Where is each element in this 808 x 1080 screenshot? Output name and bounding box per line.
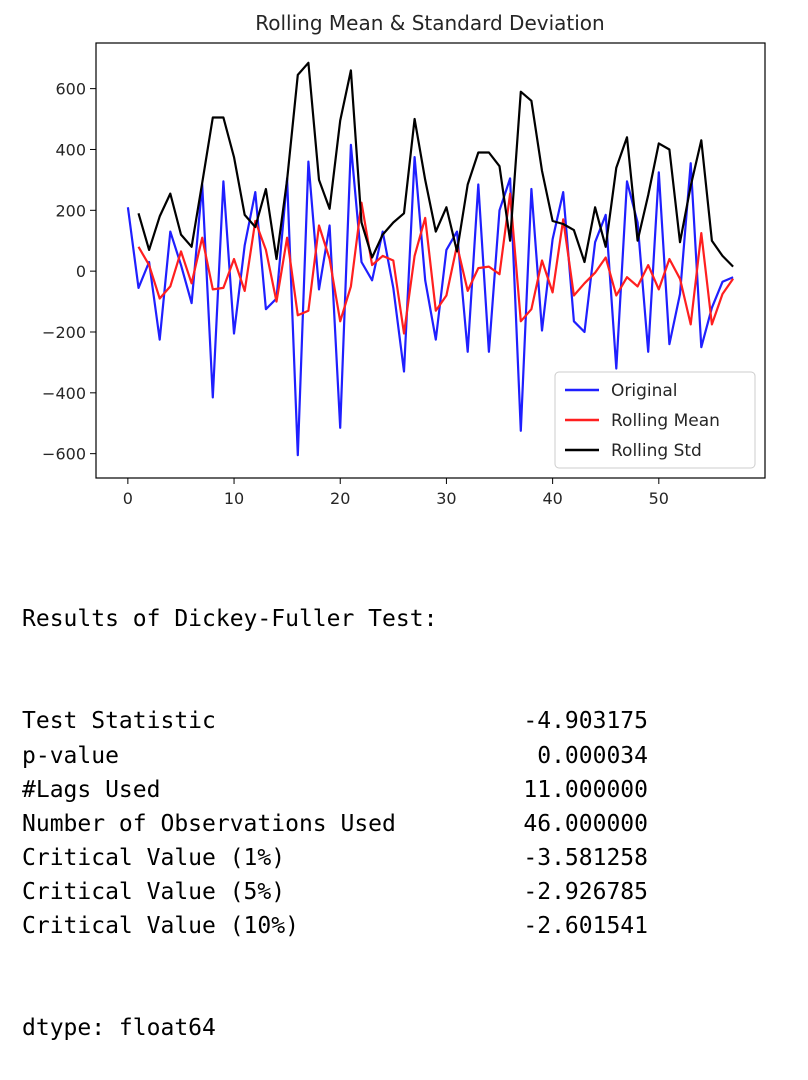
y-tick-label: 600 — [55, 80, 86, 99]
df-row: #Lags Used 11.000000 — [22, 773, 648, 807]
series-line-rolling-std — [137, 61, 734, 268]
df-row-label: Number of Observations Used — [22, 810, 396, 837]
df-row-value: -4.903175 — [523, 708, 648, 735]
series-layer — [126, 61, 735, 457]
df-row-value: 11.000000 — [523, 776, 648, 803]
df-row: p-value 0.000034 — [22, 739, 648, 773]
plot-area-border — [95, 42, 766, 479]
chart: Rolling Mean & Standard Deviation 0 10 20 3… — [0, 0, 808, 525]
df-row-value: 46.000000 — [523, 810, 648, 837]
x-tick-label: 30 — [436, 489, 456, 508]
legend-label: Original — [611, 381, 678, 401]
dickey-fuller-output: Results of Dickey-Fuller Test: Test Stat… — [22, 534, 648, 1080]
legend-label: Rolling Mean — [611, 411, 720, 431]
df-row-value: 0.000034 — [537, 742, 648, 769]
x-tick-label: 50 — [649, 489, 669, 508]
df-rows: Test Statistic -4.903175 p-value 0.000034 #L… — [22, 704, 648, 943]
y-tick-label: −200 — [42, 323, 86, 342]
y-tick-label: 0 — [76, 262, 86, 281]
df-row-value: -2.601541 — [523, 913, 648, 940]
chart-svg: Rolling Mean & Standard Deviation 0 10 20 3… — [42, 11, 766, 508]
df-row-label: Critical Value (10%) — [22, 913, 299, 940]
df-row: Critical Value (10%) -2.601541 — [22, 909, 648, 943]
x-tick-label: 0 — [123, 489, 133, 508]
y-tick-label: −400 — [42, 384, 86, 403]
ticks-layer: 0 10 20 30 40 50 −600 −400 −200 0 200 400 600 — [42, 80, 669, 508]
series-line-rolling-mean — [137, 192, 735, 335]
axes-frame — [95, 42, 766, 479]
df-row: Number of Observations Used 46.000000 — [22, 807, 648, 841]
legend: Original Rolling Mean Rolling Std — [554, 371, 756, 469]
series-line-original — [126, 143, 734, 457]
x-tick-label: 20 — [330, 489, 350, 508]
y-tick-label: −600 — [42, 445, 86, 464]
df-row-value: -2.926785 — [523, 878, 648, 905]
df-row-label: #Lags Used — [22, 776, 161, 803]
x-tick-label: 10 — [224, 489, 244, 508]
y-tick-label: 400 — [55, 140, 86, 159]
legend-label: Rolling Std — [611, 441, 702, 461]
x-tick-label: 40 — [542, 489, 562, 508]
df-row: Critical Value (5%) -2.926785 — [22, 875, 648, 909]
legend-box — [554, 371, 756, 469]
y-tick-label: 200 — [55, 201, 86, 220]
df-row-label: Critical Value (5%) — [22, 878, 286, 905]
chart-title: Rolling Mean & Standard Deviation — [255, 11, 604, 35]
df-dtype: dtype: float64 — [22, 1015, 216, 1042]
df-row: Test Statistic -4.903175 — [22, 704, 648, 738]
df-heading: Results of Dickey-Fuller Test: — [22, 606, 438, 633]
df-row-label: Test Statistic — [22, 708, 216, 735]
df-row-label: p-value — [22, 742, 119, 769]
